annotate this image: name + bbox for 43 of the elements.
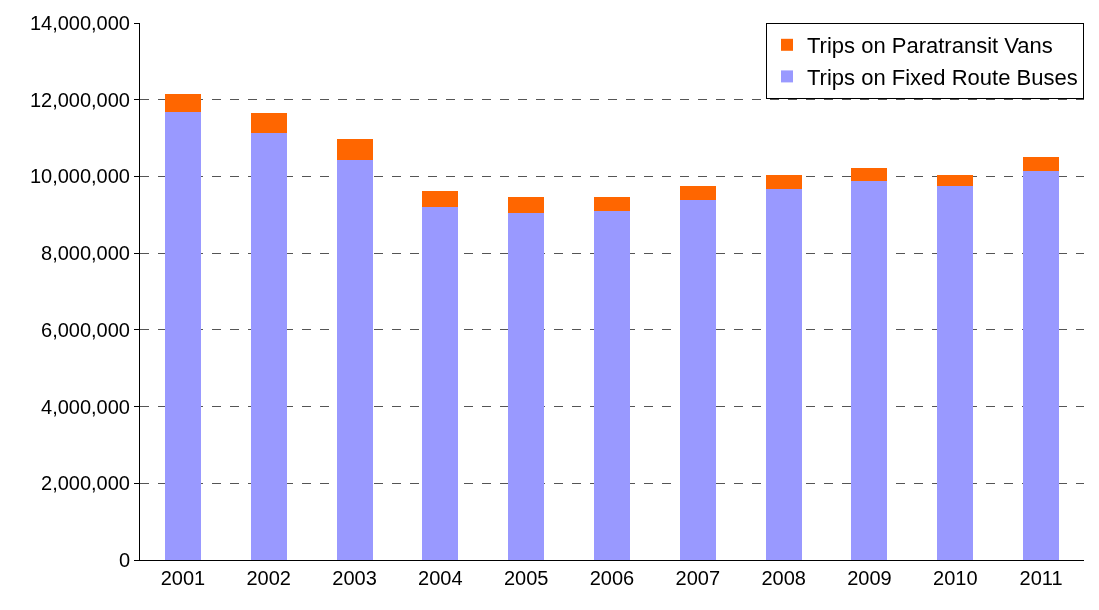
bar (508, 212, 545, 560)
y-tick-label: 10,000,000 (29, 165, 130, 188)
bar (593, 210, 631, 560)
bar (851, 168, 888, 181)
bar (164, 111, 201, 560)
x-tick-label: 2011 (1019, 567, 1063, 589)
x-tick-label: 2003 (332, 567, 377, 589)
legend-label: Trips on Fixed Route Buses (807, 64, 1078, 90)
x-tick-label: 2004 (418, 567, 463, 589)
y-tick-label: 14,000,000 (29, 12, 130, 34)
bar (1023, 171, 1060, 560)
bar (250, 132, 287, 560)
bar (679, 185, 716, 200)
y-tick-label: 0 (118, 549, 130, 571)
bar (765, 188, 802, 560)
bar (422, 206, 459, 560)
bar (336, 160, 373, 560)
x-tick-label: 2005 (503, 567, 549, 589)
bar (250, 112, 287, 133)
y-tick-label: 6,000,000 (41, 318, 130, 341)
legend-label: Trips on Paratransit Vans (807, 33, 1053, 59)
x-tick-label: 2008 (761, 567, 806, 589)
x-tick-label: 2009 (847, 567, 892, 589)
bar (336, 138, 373, 161)
bar (164, 94, 201, 112)
y-tick-label: 8,000,000 (41, 242, 130, 265)
bar (765, 174, 802, 189)
bar (937, 174, 974, 187)
bar (593, 196, 631, 211)
bar (851, 180, 888, 560)
bar (679, 199, 716, 560)
x-tick-label: 2010 (933, 567, 978, 589)
x-tick-label: 2007 (675, 567, 721, 589)
y-tick-label: 4,000,000 (41, 395, 130, 418)
bar (422, 190, 459, 207)
x-tick-label: 2002 (246, 567, 291, 589)
bar (1023, 157, 1060, 172)
bar (508, 196, 545, 213)
y-tick-label: 12,000,000 (29, 88, 130, 111)
bar (937, 186, 974, 560)
y-tick-label: 2,000,000 (41, 472, 130, 495)
x-tick-label: 2001 (160, 567, 206, 589)
x-tick-label: 2006 (589, 567, 635, 589)
